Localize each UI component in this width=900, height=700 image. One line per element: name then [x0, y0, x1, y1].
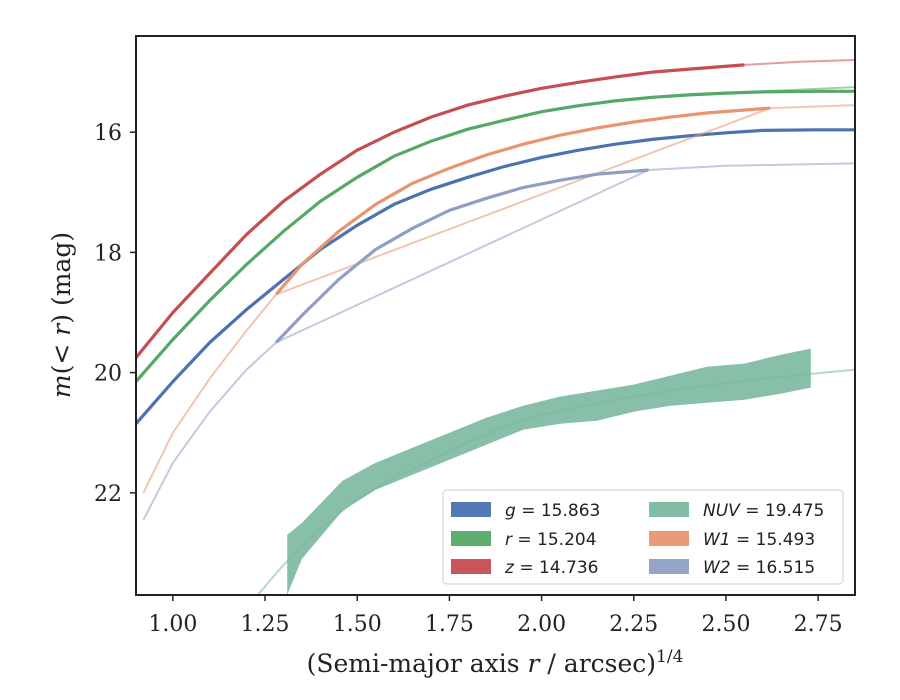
x-tick-label: 1.00	[148, 612, 197, 637]
legend-swatch-z	[451, 559, 491, 574]
legend-label-z-name: z	[504, 558, 515, 578]
legend-label-z-value: = 14.736	[514, 558, 599, 578]
x-tick-label: 2.50	[701, 612, 750, 637]
legend-swatch-g	[451, 502, 491, 517]
y-tick-label: 18	[94, 241, 122, 266]
legend-swatch-w2	[649, 559, 689, 574]
legend-label-r-value: = 15.204	[512, 530, 597, 550]
legend-label-w2-name: W2	[703, 558, 731, 578]
legend-label-r-name: r	[505, 530, 513, 550]
y-axis-label-close: ) (mag)	[47, 232, 76, 324]
legend-swatch-nuv	[649, 502, 689, 517]
legend-swatch-r	[451, 531, 491, 546]
x-tick-label: 2.75	[794, 612, 843, 637]
y-axis-label: m(< r) (mag)	[47, 232, 76, 398]
legend-label-w1: W1 = 15.493	[703, 530, 815, 550]
plot-area	[136, 59, 855, 595]
y-tick-label: 16	[94, 121, 122, 146]
legend-label-z: z = 14.736	[504, 558, 598, 578]
series-z-line	[136, 63, 745, 359]
legend-label-g-name: g	[505, 501, 516, 521]
y-tick-label: 20	[94, 362, 122, 387]
series-z-model-line	[744, 59, 855, 66]
legend-swatch-w1	[649, 531, 689, 546]
series-r-line	[136, 89, 855, 383]
legend-box	[442, 489, 844, 585]
x-axis-ticks: 1.00 1.25 1.50 1.75 2.00 2.25 2.50 2.75	[148, 595, 843, 637]
legend-label-r: r = 15.204	[505, 530, 597, 550]
x-axis-label-exponent: 1/4	[656, 647, 683, 667]
legend-label-g: g = 15.863	[505, 501, 600, 521]
legend-label-w2-value: = 16.515	[731, 558, 816, 578]
series-g-line	[136, 128, 855, 425]
x-axis-label-suffix: / arcsec)	[539, 649, 656, 678]
series-nuv-model-line	[256, 368, 855, 595]
x-axis-label-prefix: (Semi-major axis	[307, 649, 528, 678]
legend-label-nuv-name: NUV	[703, 501, 741, 521]
y-tick-label: 22	[94, 482, 122, 507]
legend-label-w1-value: = 15.493	[731, 530, 816, 550]
series-nuv-band	[287, 348, 811, 595]
x-tick-label: 2.00	[517, 612, 566, 637]
x-tick-label: 2.25	[609, 612, 658, 637]
x-axis-label-var: r	[528, 649, 542, 678]
y-axis-label-open: (<	[47, 336, 76, 375]
series-w2-model-line	[142, 162, 855, 521]
x-tick-label: 1.50	[333, 612, 382, 637]
y-axis-label-m: m	[47, 374, 76, 398]
series-w2-line	[274, 168, 649, 344]
x-tick-label: 1.25	[241, 612, 290, 637]
x-axis-label: (Semi-major axis r / arcsec)1/4	[307, 647, 684, 678]
legend-label-g-value: = 15.863	[516, 501, 601, 521]
legend-label-nuv-value: = 19.475	[740, 501, 825, 521]
y-axis-ticks: 16 18 20 22	[94, 121, 136, 507]
series-w1-line	[274, 106, 771, 296]
legend-label-nuv: NUV = 19.475	[703, 501, 824, 521]
legend-label-w1-name: W1	[703, 530, 731, 550]
y-axis-label-r: r	[47, 322, 76, 336]
x-tick-label: 1.75	[425, 612, 474, 637]
legend-label-w2: W2 = 16.515	[703, 558, 815, 578]
plot-frame	[135, 35, 856, 596]
